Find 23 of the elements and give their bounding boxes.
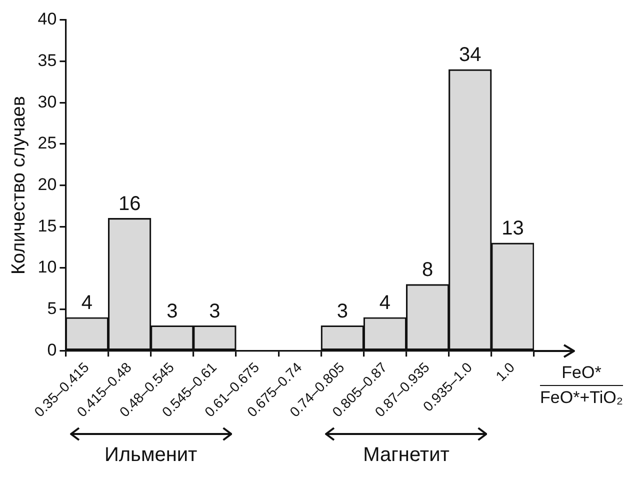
y-axis-title: Количество случаев [8,96,30,275]
data-label: 3 [209,300,220,322]
y-tick-label: 20 [38,174,57,194]
data-label: 8 [422,258,434,281]
y-tick-label: 15 [38,216,57,236]
y-tick-label: 40 [38,10,57,29]
y-tick-label: 30 [38,92,57,112]
y-tick-label: 35 [38,51,57,70]
data-label: 4 [81,292,93,314]
x-tick-label: 1.0 [492,358,518,384]
data-label: 4 [379,292,391,314]
x-axis-title: FeO* FeO*+TiO₂ [540,362,623,408]
data-label: 3 [166,300,178,322]
data-label: 34 [459,44,482,66]
data-label: 13 [502,218,524,240]
y-tick-label: 10 [38,258,57,277]
text: Ильменит [104,444,198,467]
y-tick-label: 0 [47,340,57,360]
text: Магнетит [363,444,450,467]
y-tick-label: 25 [38,134,57,153]
y-tick-label: 5 [47,298,57,318]
data-label: 16 [118,192,141,215]
data-label: 3 [336,300,348,322]
